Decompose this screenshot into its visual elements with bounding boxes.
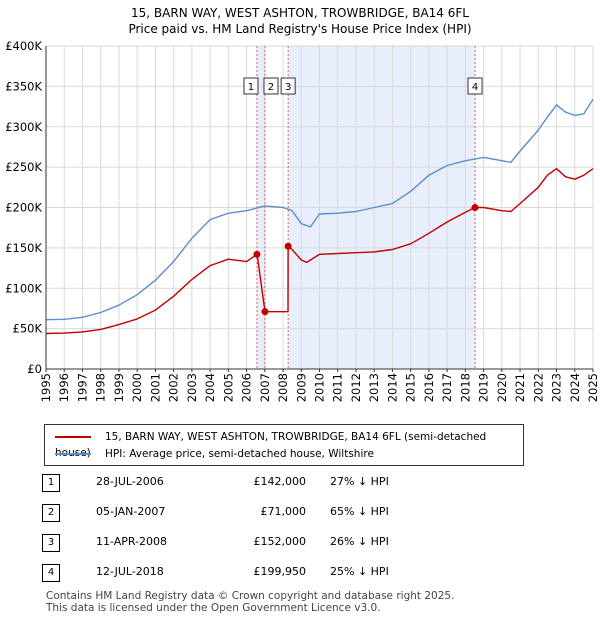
- sale-marker-number: 3: [285, 82, 291, 93]
- series-line-hpi: [45, 98, 594, 321]
- sale-marker-label: 2: [263, 77, 279, 95]
- y-tick-label: £100K: [5, 281, 42, 295]
- x-tick-label: 2001: [148, 373, 162, 402]
- x-tick-label: 1996: [57, 373, 71, 402]
- x-tick-label: 2023: [550, 373, 564, 402]
- sale-marker-label: 3: [280, 77, 296, 95]
- y-tick-label: £400K: [5, 39, 42, 53]
- sale-point: [284, 242, 292, 250]
- legend-label-hpi: HPI: Average price, semi-detached house,…: [105, 448, 374, 460]
- sale-date: 12-JUL-2018: [96, 565, 164, 578]
- x-tick-label: 1995: [39, 373, 53, 402]
- sale-date: 05-JAN-2007: [96, 505, 166, 518]
- x-tick-label: 2017: [440, 373, 454, 402]
- legend: 15, BARN WAY, WEST ASHTON, TROWBRIDGE, B…: [44, 424, 524, 466]
- sale-price: £152,000: [253, 535, 307, 548]
- chart-title: 15, BARN WAY, WEST ASHTON, TROWBRIDGE, B…: [131, 6, 469, 20]
- sale-hpi-diff: 65% ↓ HPI: [330, 505, 389, 518]
- x-tick-label: 2006: [240, 373, 254, 402]
- x-tick-label: 2010: [313, 373, 327, 402]
- series-lines: [45, 98, 594, 335]
- x-tick-label: 2011: [331, 373, 345, 402]
- x-tick-label: 2019: [477, 373, 491, 402]
- series-line-property: [45, 167, 594, 335]
- x-tick-label: 2025: [586, 373, 600, 402]
- x-tick-label: 2024: [568, 373, 582, 402]
- grid: [45, 45, 594, 370]
- sale-point: [261, 308, 269, 316]
- x-tick-label: 2003: [185, 373, 199, 402]
- sale-point: [471, 204, 479, 212]
- sale-number-badge: 2: [42, 504, 60, 522]
- sale-marker-number: 2: [268, 82, 274, 93]
- sale-number-badge: 4: [42, 564, 60, 582]
- sale-marker-label: 4: [467, 77, 483, 95]
- footer: Contains HM Land Registry data © Crown c…: [46, 590, 454, 614]
- sale-hpi-diff: 26% ↓ HPI: [330, 535, 389, 548]
- x-tick-label: 2018: [458, 373, 472, 402]
- axes: £0 £50K £100K £150K £200K £250K £300K £350K £400…: [5, 39, 600, 402]
- x-tick-label: 2007: [258, 373, 272, 402]
- y-tick-label: £300K: [5, 120, 42, 134]
- y-tick-label: £200K: [5, 201, 42, 215]
- sale-row: 4 12-JUL-2018 £199,950 25% ↓ HPI: [40, 562, 460, 582]
- sale-row: 2 05-JAN-2007 £71,000 65% ↓ HPI: [40, 502, 460, 522]
- sale-row: 3 11-APR-2008 £152,000 26% ↓ HPI: [40, 532, 460, 552]
- footer-copyright: Contains HM Land Registry data © Crown c…: [46, 590, 455, 602]
- x-tick-label: 2008: [276, 373, 290, 402]
- x-tick-label: 2021: [513, 373, 527, 402]
- sale-row: 1 28-JUL-2006 £142,000 27% ↓ HPI: [40, 472, 460, 492]
- y-tick-label: £50K: [13, 322, 43, 336]
- x-tick-label: 2013: [367, 373, 381, 402]
- x-tick-label: 2009: [294, 373, 308, 402]
- sale-number-badge: 3: [42, 534, 60, 552]
- x-tick-label: 1997: [75, 373, 89, 402]
- sale-hpi-diff: 27% ↓ HPI: [330, 475, 389, 488]
- sale-hpi-diff: 25% ↓ HPI: [330, 565, 389, 578]
- y-tick-label: £0: [27, 362, 42, 376]
- legend-swatch-property: [55, 436, 91, 438]
- y-tick-label: £350K: [5, 79, 42, 93]
- sale-marker-box: [280, 77, 296, 95]
- legend-item-property: 15, BARN WAY, WEST ASHTON, TROWBRIDGE, B…: [55, 429, 523, 459]
- sale-marker-box: [263, 77, 279, 95]
- sale-marker-number: 4: [472, 82, 478, 93]
- x-tick-label: 1999: [112, 373, 126, 402]
- x-tick-label: 2014: [385, 373, 399, 402]
- x-tick-label: 2004: [203, 373, 217, 402]
- legend-swatch-hpi: [55, 453, 91, 455]
- sale-price: £71,000: [260, 505, 307, 518]
- sale-number-badge: 1: [42, 474, 60, 492]
- y-tick-label: £250K: [5, 160, 42, 174]
- sale-price: £199,950: [253, 565, 307, 578]
- x-tick-label: 2002: [167, 373, 181, 402]
- sale-marker-label: 1: [243, 77, 259, 95]
- sale-point: [253, 250, 261, 258]
- x-tick-label: 2012: [349, 373, 363, 402]
- y-tick-label: £150K: [5, 241, 42, 255]
- sale-date: 11-APR-2008: [96, 535, 168, 548]
- sale-marker-box: [243, 77, 259, 95]
- x-tick-label: 1998: [94, 373, 108, 402]
- footer-licence: This data is licensed under the Open Gov…: [46, 602, 381, 614]
- sale-marker-number: 1: [248, 82, 254, 93]
- x-tick-label: 2016: [422, 373, 436, 402]
- sale-marker-box: [467, 77, 483, 95]
- sale-price: £142,000: [253, 475, 307, 488]
- x-tick-label: 2022: [531, 373, 545, 402]
- x-tick-label: 2015: [404, 373, 418, 402]
- x-tick-label: 2000: [130, 373, 144, 402]
- x-tick-label: 2020: [495, 373, 509, 402]
- legend-item-hpi: HPI: Average price, semi-detached house,…: [55, 446, 374, 462]
- x-tick-label: 2005: [221, 373, 235, 402]
- chart-subtitle: Price paid vs. HM Land Registry's House …: [128, 22, 472, 36]
- sale-date: 28-JUL-2006: [96, 475, 164, 488]
